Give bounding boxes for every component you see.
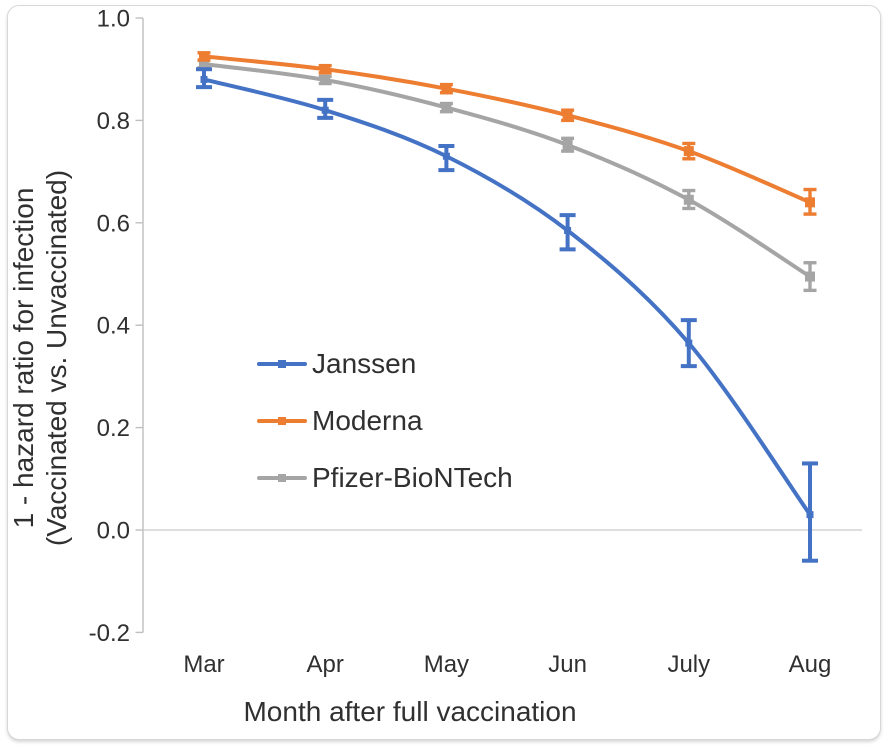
- janssen-marker-swatch: [278, 360, 286, 368]
- moderna-marker-swatch: [278, 417, 286, 425]
- data-marker-moderna: [199, 51, 209, 62]
- legend-label-moderna: Moderna: [312, 405, 423, 436]
- y-tick-label: 0.6: [97, 210, 130, 237]
- data-marker-moderna: [805, 197, 815, 208]
- data-marker-pfizer-biontech: [320, 74, 331, 85]
- y-axis-title-line1: 1 - hazard ratio for infection: [8, 187, 39, 529]
- janssen-line-swatch: [257, 360, 307, 368]
- x-tick-label: Jun: [548, 651, 587, 678]
- data-marker-pfizer-biontech: [805, 271, 815, 282]
- x-tick-label: May: [424, 651, 469, 678]
- series-line-pfizer-biontech: [202, 62, 812, 279]
- legend-item-pfizer-biontech: Pfizer-BioNTech: [257, 462, 513, 493]
- chart-card: [7, 5, 881, 740]
- data-marker-pfizer-biontech: [562, 139, 573, 150]
- data-marker-pfizer-biontech: [199, 59, 209, 70]
- data-marker-janssen: [806, 511, 814, 519]
- pfizer-biontech-marker-swatch: [278, 474, 286, 482]
- x-tick-label: July: [667, 651, 710, 678]
- x-axis-title: Month after full vaccination: [243, 696, 577, 727]
- x-tick-label: Mar: [183, 651, 224, 678]
- y-tick-label: 1.0: [97, 6, 130, 33]
- y-tick-label: -0.2: [89, 620, 130, 647]
- data-marker-moderna: [683, 146, 694, 157]
- legend-item-moderna: Moderna: [257, 405, 513, 436]
- legend-label-janssen: Janssen: [312, 348, 417, 379]
- moderna-line-swatch: [257, 417, 307, 425]
- y-tick-label: 0.2: [97, 415, 130, 442]
- y-tick-label: 0.8: [97, 108, 130, 135]
- x-tick-label: Aug: [789, 651, 832, 678]
- data-marker-janssen: [321, 106, 329, 114]
- data-marker-janssen: [442, 152, 450, 160]
- data-marker-pfizer-biontech: [683, 194, 694, 205]
- y-axis-title: 1 - hazard ratio for infection (Vaccinat…: [7, 8, 73, 708]
- y-tick-label: 0.4: [97, 313, 130, 340]
- series-line-moderna: [202, 54, 812, 205]
- y-tick-label: 0.0: [97, 518, 130, 545]
- series-line-janssen: [202, 77, 812, 517]
- data-marker-janssen: [200, 75, 208, 83]
- data-marker-moderna: [320, 64, 331, 75]
- data-marker-pfizer-biontech: [441, 102, 452, 113]
- pfizer-biontech-line-swatch: [257, 474, 307, 482]
- y-axis-title-line2: (Vaccinated vs. Unvaccinated): [41, 169, 72, 547]
- data-marker-moderna: [562, 110, 573, 121]
- legend-label-pfizer-biontech: Pfizer-BioNTech: [312, 462, 513, 493]
- data-marker-janssen: [685, 339, 693, 347]
- x-tick-label: Apr: [307, 651, 344, 678]
- data-marker-janssen: [564, 226, 572, 234]
- data-marker-moderna: [441, 83, 452, 94]
- legend-item-janssen: Janssen: [257, 348, 513, 379]
- legend: Janssen Moderna Pfizer-BioNTech: [257, 348, 513, 493]
